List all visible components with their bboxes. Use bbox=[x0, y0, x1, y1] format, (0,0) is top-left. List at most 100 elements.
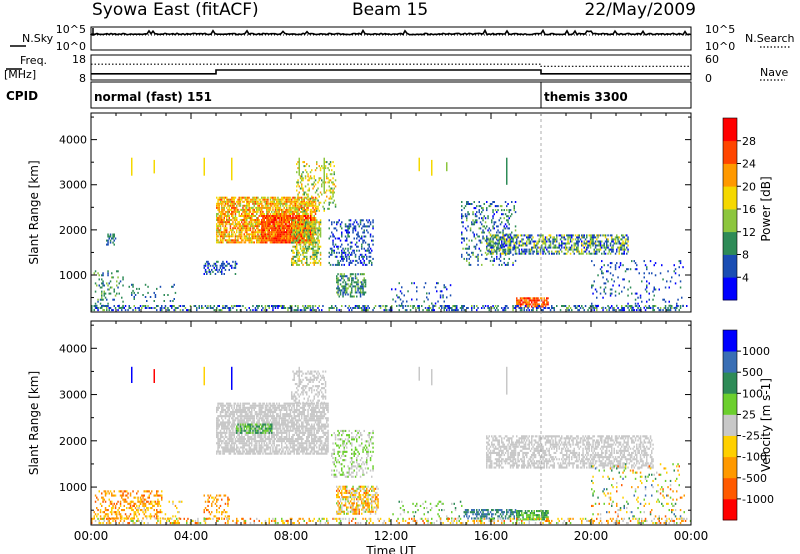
range-gate-cell bbox=[356, 259, 358, 262]
range-gate-cell bbox=[351, 291, 353, 294]
range-gate-cell bbox=[634, 302, 637, 305]
range-gate-cell bbox=[257, 233, 259, 236]
range-gate-cell bbox=[246, 227, 248, 230]
range-gate-cell bbox=[261, 208, 263, 211]
range-gate-cell bbox=[309, 197, 312, 200]
range-gate-cell bbox=[341, 277, 343, 280]
range-gate-cell bbox=[308, 217, 310, 219]
range-gate-cell bbox=[487, 244, 489, 247]
range-gate-cell bbox=[486, 238, 488, 241]
range-gate-cell bbox=[581, 236, 583, 239]
range-gate-cell bbox=[232, 198, 234, 201]
range-gate-cell bbox=[221, 309, 223, 312]
range-gate-cell bbox=[307, 203, 309, 206]
range-gate-cell bbox=[514, 236, 517, 239]
range-gate-cell bbox=[609, 292, 612, 295]
range-gate-cell bbox=[486, 246, 488, 249]
range-gate-cell bbox=[536, 248, 538, 251]
range-gate-cell bbox=[627, 238, 629, 241]
range-gate-cell bbox=[306, 206, 308, 209]
range-gate-cell bbox=[599, 244, 602, 247]
range-gate-cell bbox=[653, 294, 655, 297]
range-gate-cell bbox=[512, 263, 514, 266]
range-gate-cell bbox=[473, 245, 475, 248]
range-gate-cell bbox=[109, 241, 112, 244]
range-gate-cell bbox=[313, 175, 315, 178]
range-gate-cell bbox=[102, 500, 104, 503]
range-gate-cell bbox=[633, 309, 635, 312]
range-gate-cell bbox=[306, 197, 308, 200]
range-gate-cell bbox=[227, 221, 229, 224]
range-gate-cell bbox=[227, 307, 229, 309]
range-gate-cell bbox=[227, 262, 229, 265]
range-gate-cell bbox=[351, 281, 353, 284]
range-gate-cell bbox=[309, 219, 312, 221]
range-gate-cell bbox=[218, 268, 220, 271]
range-gate-cell bbox=[297, 204, 299, 207]
range-gate-cell bbox=[507, 227, 509, 230]
range-gate-cell bbox=[218, 223, 220, 226]
range-gate-cell bbox=[132, 283, 134, 286]
range-gate-cell bbox=[248, 213, 250, 215]
range-gate-cell bbox=[364, 225, 367, 228]
range-gate-cell bbox=[283, 237, 285, 240]
range-gate-cell bbox=[593, 250, 595, 253]
range-gate-cell bbox=[204, 270, 207, 273]
range-gate-cell bbox=[302, 227, 304, 230]
range-gate-cell bbox=[652, 305, 654, 307]
range-gate-cell bbox=[494, 209, 497, 212]
range-gate-cell bbox=[476, 221, 478, 224]
range-gate-cell bbox=[476, 211, 478, 214]
range-gate-cell bbox=[303, 210, 305, 213]
range-gate-cell bbox=[234, 239, 237, 242]
range-gate-cell bbox=[341, 235, 343, 238]
range-gate-cell bbox=[297, 208, 299, 211]
range-gate-cell bbox=[521, 248, 523, 251]
range-gate-cell bbox=[479, 213, 482, 216]
range-gate-cell bbox=[544, 252, 547, 255]
range-gate-cell bbox=[463, 305, 465, 307]
range-gate-cell bbox=[268, 231, 270, 234]
colorbar-segment bbox=[723, 254, 737, 278]
range-gate-cell bbox=[438, 307, 440, 309]
range-gate-cell bbox=[239, 235, 242, 238]
range-gate-cell bbox=[621, 305, 623, 307]
range-gate-cell bbox=[476, 243, 478, 246]
range-gate-cell bbox=[519, 244, 522, 247]
range-gate-cell bbox=[652, 309, 654, 312]
range-gate-cell bbox=[104, 305, 107, 307]
range-gate-cell bbox=[228, 206, 230, 209]
range-gate-cell bbox=[343, 263, 345, 266]
range-gate-cell bbox=[214, 268, 217, 271]
range-gate-cell bbox=[638, 309, 640, 312]
range-gate-cell bbox=[319, 223, 322, 226]
range-gate-cell bbox=[372, 257, 374, 260]
range-gate-cell bbox=[286, 231, 288, 234]
range-gate-cell bbox=[601, 244, 603, 247]
range-gate-cell bbox=[528, 242, 530, 245]
range-gate-cell bbox=[502, 248, 504, 251]
range-gate-cell bbox=[678, 274, 680, 277]
range-gate-cell bbox=[328, 237, 330, 240]
range-gate-cell bbox=[272, 217, 274, 219]
range-gate-cell bbox=[337, 261, 339, 264]
range-gate-cell bbox=[297, 233, 299, 236]
range-gate-cell bbox=[382, 305, 384, 307]
range-gate-cell bbox=[304, 243, 307, 246]
range-gate-cell bbox=[276, 239, 278, 242]
range-gate-cell bbox=[472, 223, 474, 226]
range-gate-cell bbox=[302, 187, 304, 190]
range-gate-cell bbox=[669, 280, 672, 283]
range-gate-cell bbox=[252, 196, 254, 199]
range-gate-cell bbox=[224, 200, 227, 203]
range-gate-cell bbox=[593, 242, 595, 245]
range-gate-cell bbox=[432, 305, 434, 307]
range-gate-cell bbox=[299, 237, 302, 240]
range-gate-cell bbox=[308, 177, 310, 180]
range-gate-cell bbox=[104, 490, 107, 493]
range-gate-cell bbox=[267, 233, 269, 236]
range-gate-cell bbox=[307, 215, 309, 217]
range-gate-cell bbox=[564, 246, 567, 249]
range-gate-cell bbox=[532, 250, 534, 253]
range-gate-cell bbox=[246, 237, 248, 240]
